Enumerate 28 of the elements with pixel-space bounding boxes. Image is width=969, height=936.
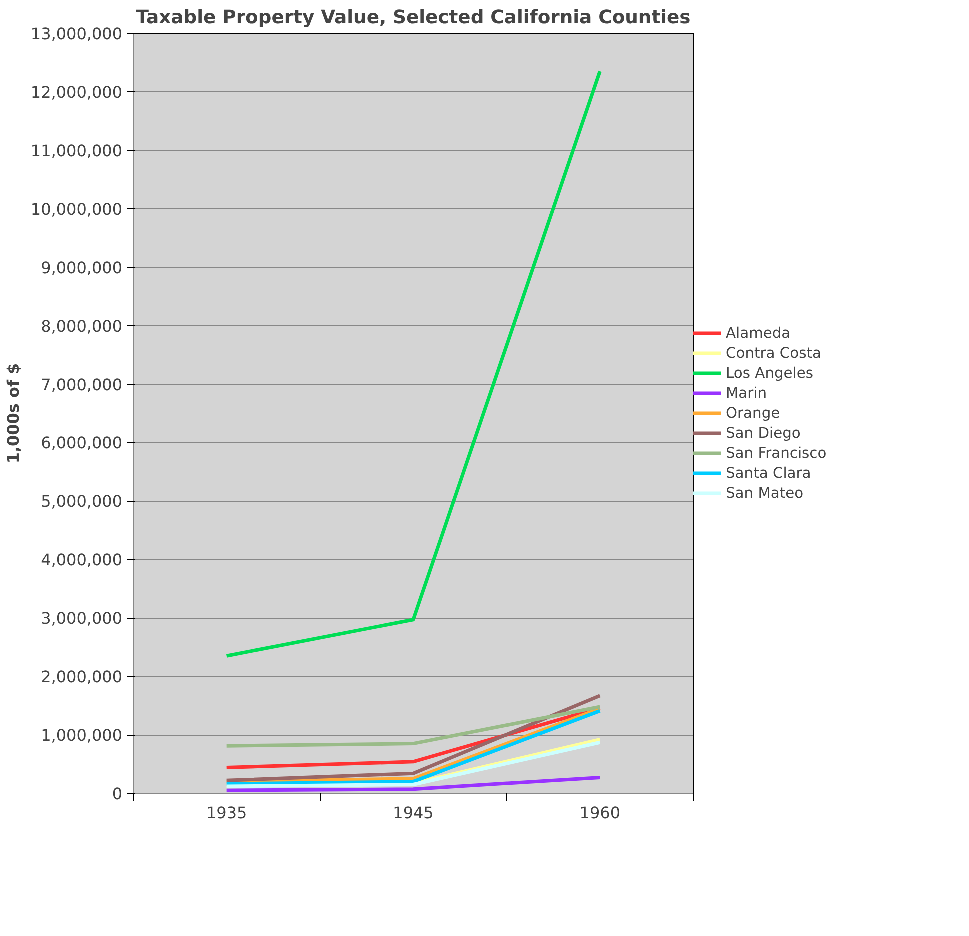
y-tick-label: 10,000,000 — [30, 200, 122, 219]
y-tick-label: 5,000,000 — [41, 492, 123, 512]
y-tick-label: 12,000,000 — [30, 82, 122, 102]
x-tick-label: 1935 — [206, 804, 248, 822]
y-tick-label: 6,000,000 — [41, 434, 123, 453]
y-axis-title: 1,000s of $ — [4, 363, 23, 464]
legend-label: Los Angeles — [726, 364, 814, 382]
legend-label: Santa Clara — [726, 464, 812, 482]
y-tick-label: 8,000,000 — [41, 316, 123, 336]
y-tick-label: 11,000,000 — [30, 141, 122, 160]
x-tick-label: 1960 — [580, 804, 621, 822]
legend-label: Contra Costa — [726, 344, 822, 362]
y-tick-label: 1,000,000 — [41, 726, 123, 746]
legend-label: San Mateo — [726, 484, 804, 502]
legend-label: Marin — [726, 384, 768, 402]
legend-label: Orange — [726, 404, 780, 422]
y-tick-label: 0 — [112, 784, 123, 804]
x-tick-label: 1945 — [393, 804, 434, 822]
y-tick-label: 3,000,000 — [41, 609, 123, 628]
y-tick-label: 7,000,000 — [41, 375, 123, 394]
y-tick-label: 13,000,000 — [30, 24, 122, 44]
y-tick-label: 2,000,000 — [41, 668, 123, 687]
y-tick-label: 4,000,000 — [41, 550, 123, 570]
y-tick-label: 9,000,000 — [41, 258, 123, 278]
legend-label: San Francisco — [726, 444, 827, 462]
legend-label: Alameda — [726, 324, 791, 342]
legend-label: San Diego — [726, 424, 801, 442]
chart-title: Taxable Property Value, Selected California Counties — [136, 8, 691, 28]
